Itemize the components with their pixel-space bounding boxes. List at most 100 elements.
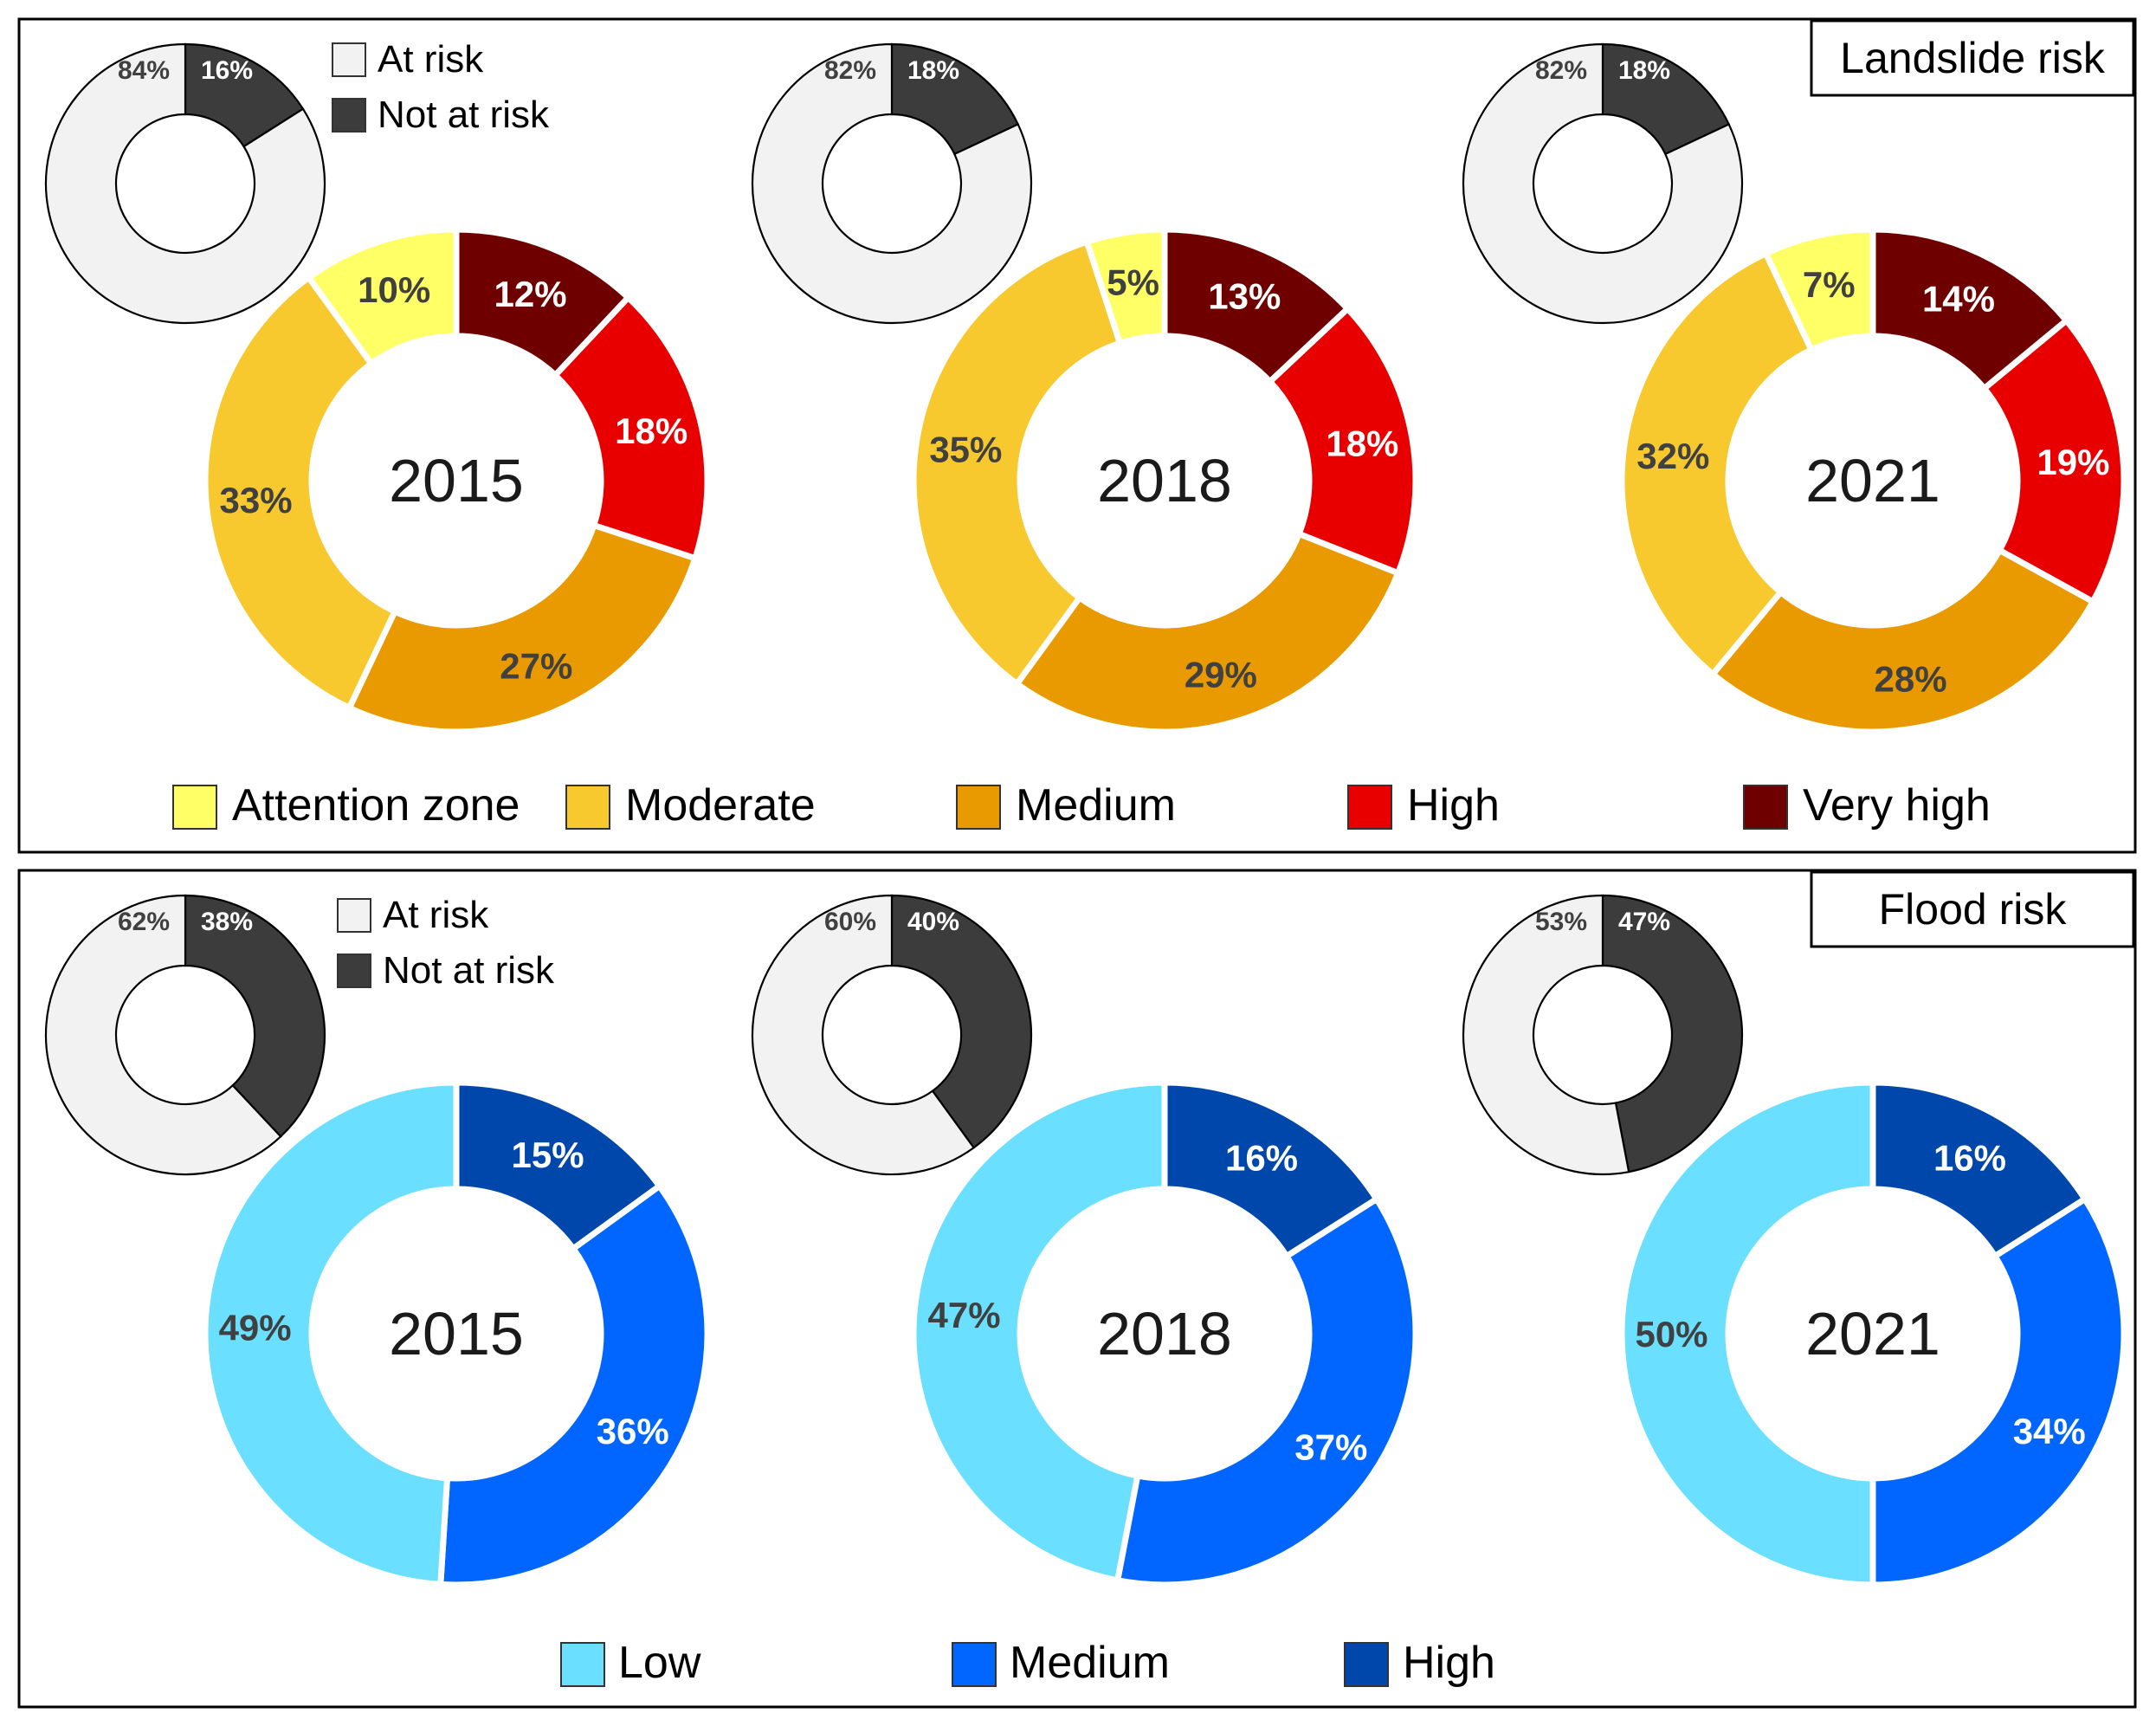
donut-label-attention-zone: 5% (1107, 262, 1159, 302)
donut-label-very-high: 14% (1922, 279, 1995, 320)
donut-slice-medium (1114, 1194, 1419, 1588)
donut-label-low: 49% (219, 1308, 292, 1348)
donut-slice-medium (1708, 546, 2097, 735)
overview-legend-swatch-at-risk (332, 42, 366, 77)
donut-label-medium: 28% (1875, 658, 1947, 699)
donut-slice-low (910, 1079, 1168, 1584)
donut-label-medium: 27% (500, 645, 572, 686)
overview-legend-swatch-not-at-risk (337, 954, 371, 988)
donut-label-attention-zone: 7% (1803, 264, 1856, 305)
panel-title: Landslide risk (1840, 34, 2106, 82)
donut-label-attention-zone: 10% (358, 269, 430, 310)
legend-swatch-attention-zone (172, 785, 217, 830)
donut-slice-medium (437, 1181, 711, 1588)
donut-label-medium: 34% (2013, 1411, 2086, 1451)
overview-label-at-risk: 84% (118, 56, 170, 85)
legend-label-moderate: Moderate (625, 780, 816, 831)
overview-slice-at-risk (44, 42, 326, 325)
donut-slice-attention-zone (1082, 226, 1168, 347)
legend-swatch-medium (956, 785, 1001, 830)
donut-slice-moderate (202, 273, 399, 713)
overview-label-at-risk: 53% (1535, 908, 1587, 936)
overview-slice-not-at-risk (184, 894, 326, 1138)
flood-risk-2018-group: 40% 60% 16% 37% 47% 2018 (751, 894, 1419, 1588)
legend-label-attention-zone: Attention zone (232, 780, 520, 831)
overview-legend-label-at-risk: At risk (378, 38, 484, 81)
landslide-risk-panel: Landslide risk16%84%12%18%27%33%10%20151… (17, 17, 2137, 854)
overview-slice-not-at-risk (1601, 894, 1744, 1173)
donut-center-year: 2015 (389, 1300, 524, 1367)
donut-slice-high (1265, 304, 1419, 578)
donut-label-high: 16% (1225, 1137, 1298, 1178)
donut-label-low: 50% (1635, 1314, 1707, 1354)
panel-title-box (1810, 870, 2135, 948)
legend-label-very-high: Very high (1803, 780, 1991, 831)
panel-border (17, 869, 2137, 1709)
legend-swatch-moderate (565, 785, 610, 830)
donut-slice-medium (1869, 1194, 2127, 1588)
donut-label-high: 18% (1326, 423, 1398, 463)
overview-label-not-at-risk: 18% (907, 56, 959, 85)
overview-slice-at-risk (751, 894, 976, 1176)
legend-swatch-very-high (1743, 785, 1788, 830)
overview-label-not-at-risk: 18% (1618, 56, 1670, 85)
donut-label-very-high: 13% (1208, 276, 1281, 317)
overview-label-not-at-risk: 38% (201, 908, 253, 936)
donut-center-year: 2021 (1805, 447, 1940, 514)
donut-label-medium: 37% (1294, 1427, 1367, 1468)
landslide-risk-2015-group: 16% 84% 12% 18% 27% 33% 10% 2015 (44, 42, 711, 735)
donut-slice-medium (345, 521, 700, 735)
overview-legend-label-not-at-risk: Not at risk (383, 949, 555, 992)
overview-label-at-risk: 82% (1535, 56, 1587, 85)
donut-slice-low (1618, 1079, 1876, 1588)
donut-center-year: 2018 (1097, 1300, 1232, 1367)
legend-label-high: High (1403, 1638, 1495, 1688)
donut-slice-attention-zone (1761, 226, 1876, 354)
donut-slice-moderate (1618, 249, 1816, 679)
donut-label-very-high: 12% (494, 274, 567, 314)
overview-label-not-at-risk: 47% (1618, 908, 1670, 936)
donut-slice-high (453, 1079, 664, 1253)
legend-swatch-high (1344, 1642, 1389, 1687)
donut-center-year: 2018 (1097, 447, 1232, 514)
overview-slice-at-risk (44, 894, 282, 1176)
flood-risk-panel: Flood risk 38% 62% 15% 36% 49% 2015 40% 60% 16% 37… (17, 869, 2137, 1709)
overview-label-at-risk: 62% (118, 908, 170, 936)
donut-slice-high (1161, 1079, 1381, 1261)
legend-swatch-high (1347, 785, 1392, 830)
panel-border (17, 17, 2137, 854)
legend-label-high: High (1407, 780, 1500, 831)
donut-slice-attention-zone (304, 226, 460, 368)
donut-label-moderate: 33% (220, 480, 293, 520)
donut-center-year: 2021 (1805, 1300, 1940, 1367)
legend-label-medium: Medium (1016, 780, 1176, 831)
donut-label-medium: 36% (597, 1411, 669, 1451)
donut-label-moderate: 35% (929, 430, 1002, 470)
panel-title: Flood risk (1879, 885, 2068, 934)
donut-label-high: 19% (2037, 442, 2109, 482)
donut-slice-moderate (910, 237, 1124, 688)
overview-legend-swatch-not-at-risk (332, 98, 366, 133)
landslide-risk-2018-group: 18% 82% 13% 18% 29% 35% 5% 2018 (751, 42, 1419, 735)
overview-legend: At risk Not at risk (332, 38, 550, 136)
overview-legend-label-not-at-risk: Not at risk (378, 94, 550, 136)
flood-risk-2021-group: 47% 53% 16% 34% 50% 2021 (1462, 894, 2127, 1588)
donut-slice-medium (1012, 529, 1403, 735)
overview-legend-swatch-at-risk (337, 898, 371, 933)
overview-label-at-risk: 82% (824, 56, 876, 85)
donut-label-moderate: 32% (1636, 436, 1709, 476)
overview-label-not-at-risk: 40% (907, 908, 959, 936)
legend-label-low: Low (618, 1638, 701, 1688)
overview-legend-label-at-risk: At risk (383, 894, 489, 936)
panel-title-box (1810, 19, 2135, 97)
flood-risk-2015-group: 38% 62% 15% 36% 49% 2015 (44, 894, 711, 1588)
overview-slice-at-risk (751, 42, 1033, 325)
overview-legend: At risk Not at risk (337, 894, 555, 992)
donut-label-medium: 29% (1185, 654, 1257, 695)
donut-slice-high (1869, 1079, 2089, 1261)
overview-label-not-at-risk: 16% (201, 56, 253, 85)
donut-label-high: 15% (512, 1135, 584, 1175)
overview-slice-not-at-risk (890, 894, 1033, 1149)
donut-slice-high (551, 293, 711, 563)
